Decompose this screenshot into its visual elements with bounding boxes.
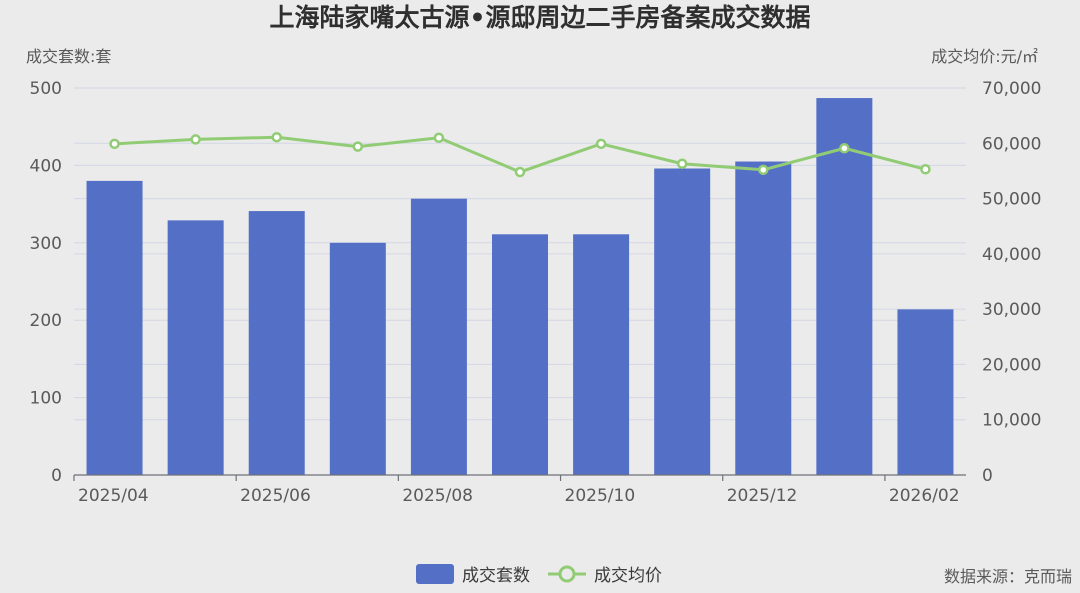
line-point[interactable] — [109, 138, 120, 150]
y-left-tick-label: 100 — [30, 389, 62, 409]
bar[interactable] — [492, 234, 548, 475]
y-left-tick-label: 500 — [30, 79, 62, 99]
bar[interactable] — [329, 242, 386, 475]
y-right-tick-label: 20,000 — [982, 355, 1041, 375]
bar[interactable] — [410, 198, 467, 475]
y-right-tick-label: 60,000 — [982, 134, 1041, 154]
line-series — [109, 131, 931, 178]
y-right-tick-label: 40,000 — [982, 245, 1041, 265]
y-left-tick-label: 300 — [30, 234, 62, 254]
legend-bar-label[interactable]: 成交套数 — [462, 566, 530, 586]
y-right-tick-label: 50,000 — [982, 190, 1041, 210]
line-point[interactable] — [595, 138, 607, 150]
axes: 0 100 200 300 400 500 0 10,000 20,000 30,000 40,00… — [30, 79, 1042, 506]
y-right-tick-label: 10,000 — [982, 411, 1041, 431]
line-point[interactable] — [514, 166, 526, 178]
bar[interactable] — [654, 168, 711, 475]
x-tick-label: 2025/04 — [78, 486, 149, 506]
y-left-tick-label: 0 — [51, 466, 62, 486]
bar[interactable] — [248, 211, 305, 476]
y-left-tick-label: 200 — [30, 311, 62, 331]
y-left-tick-label: 400 — [30, 156, 62, 176]
line-point[interactable] — [839, 143, 850, 154]
legend-line-label[interactable]: 成交均价 — [594, 566, 662, 586]
bar-series — [86, 98, 954, 476]
bar[interactable] — [573, 234, 630, 475]
line-point[interactable] — [190, 134, 201, 145]
y-left-axis-title: 成交套数:套 — [26, 47, 111, 66]
bar[interactable] — [86, 180, 143, 475]
x-tick-label: 2025/12 — [727, 486, 798, 506]
x-tick-label: 2025/06 — [240, 486, 311, 506]
bar[interactable] — [735, 161, 792, 475]
bar[interactable] — [816, 98, 873, 475]
y-right-tick-label: 70,000 — [982, 79, 1041, 99]
legend: 成交套数 成交均价 — [416, 564, 662, 586]
legend-line-marker[interactable] — [558, 565, 576, 583]
y-right-tick-label: 0 — [982, 466, 993, 486]
x-tick-label: 2025/08 — [402, 486, 473, 506]
y-right-tick-label: 30,000 — [982, 300, 1041, 320]
line-point[interactable] — [920, 164, 931, 175]
x-tick-label: 2025/10 — [565, 486, 636, 506]
y-right-axis-title: 成交均价:元/㎡ — [931, 47, 1038, 66]
line-point[interactable] — [676, 158, 688, 169]
line-point[interactable] — [271, 131, 282, 143]
line-point[interactable] — [352, 141, 364, 152]
line-point[interactable] — [758, 164, 769, 176]
line-point[interactable] — [433, 132, 445, 144]
bar[interactable] — [897, 309, 954, 475]
legend-bar-swatch[interactable] — [416, 564, 454, 584]
chart-title: 上海陆家嘴太古源•源邸周边二手房备案成交数据 — [270, 3, 811, 32]
bar[interactable] — [167, 220, 224, 475]
data-source-note: 数据来源：克而瑞 — [944, 567, 1072, 586]
x-tick-label: 2026/02 — [889, 486, 960, 506]
